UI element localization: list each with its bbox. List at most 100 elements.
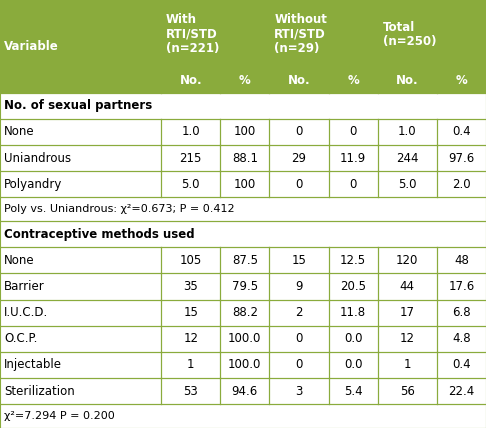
Bar — [437, 145, 486, 171]
Text: 5.0: 5.0 — [181, 178, 200, 191]
Bar — [161, 145, 220, 171]
Bar — [161, 378, 220, 404]
Text: 0: 0 — [295, 359, 303, 372]
Text: %: % — [239, 74, 251, 87]
Bar — [0, 145, 161, 171]
Bar — [378, 0, 486, 69]
Bar — [437, 119, 486, 145]
Text: No.: No. — [396, 74, 418, 87]
Text: No.: No. — [288, 74, 310, 87]
Text: %: % — [347, 74, 359, 87]
Text: 5.4: 5.4 — [344, 385, 363, 398]
Bar — [161, 0, 269, 69]
Bar — [329, 273, 378, 300]
Bar — [220, 378, 269, 404]
Bar — [0, 0, 161, 93]
Text: 6.8: 6.8 — [452, 306, 471, 319]
Bar — [378, 145, 437, 171]
Bar — [0, 352, 161, 378]
Bar — [220, 69, 269, 93]
Bar — [220, 326, 269, 352]
Text: 11.8: 11.8 — [340, 306, 366, 319]
Bar — [161, 171, 220, 197]
Text: 88.1: 88.1 — [232, 152, 258, 165]
Bar — [161, 300, 220, 326]
Text: 2: 2 — [295, 306, 303, 319]
Text: 0.4: 0.4 — [452, 359, 471, 372]
Text: 1: 1 — [403, 359, 411, 372]
Text: 79.5: 79.5 — [232, 280, 258, 293]
Text: 29: 29 — [292, 152, 307, 165]
Bar — [161, 352, 220, 378]
Text: 1: 1 — [187, 359, 194, 372]
Bar — [329, 69, 378, 93]
Text: 100.0: 100.0 — [228, 332, 261, 345]
Text: 1.0: 1.0 — [398, 125, 417, 139]
Text: 87.5: 87.5 — [232, 254, 258, 267]
Bar — [437, 171, 486, 197]
Text: Injectable: Injectable — [4, 359, 62, 372]
Text: 17: 17 — [400, 306, 415, 319]
Bar — [269, 171, 329, 197]
Bar — [269, 0, 378, 69]
Bar — [220, 247, 269, 273]
Bar — [161, 119, 220, 145]
Bar — [0, 247, 161, 273]
Text: No.: No. — [179, 74, 202, 87]
Text: 94.6: 94.6 — [232, 385, 258, 398]
Text: Total
(n=250): Total (n=250) — [382, 21, 436, 48]
Text: 5.0: 5.0 — [398, 178, 417, 191]
Text: 12: 12 — [183, 332, 198, 345]
Bar — [161, 69, 220, 93]
Bar — [161, 273, 220, 300]
Bar — [329, 171, 378, 197]
Bar — [269, 119, 329, 145]
Text: χ²=7.294 P = 0.200: χ²=7.294 P = 0.200 — [4, 411, 115, 421]
Text: 2.0: 2.0 — [452, 178, 471, 191]
Text: 9: 9 — [295, 280, 303, 293]
Bar — [269, 247, 329, 273]
Bar — [269, 145, 329, 171]
Text: 56: 56 — [400, 385, 415, 398]
Text: 17.6: 17.6 — [448, 280, 474, 293]
Text: 0: 0 — [349, 125, 357, 139]
Bar — [0, 404, 486, 428]
Bar — [269, 352, 329, 378]
Bar — [329, 378, 378, 404]
Bar — [437, 378, 486, 404]
Text: 12.5: 12.5 — [340, 254, 366, 267]
Text: 3: 3 — [295, 385, 303, 398]
Text: Poly vs. Uniandrous: χ²=0.673; P = 0.412: Poly vs. Uniandrous: χ²=0.673; P = 0.412 — [4, 204, 235, 214]
Text: None: None — [4, 125, 35, 139]
Bar — [437, 247, 486, 273]
Text: 0: 0 — [295, 178, 303, 191]
Bar — [220, 145, 269, 171]
Bar — [378, 352, 437, 378]
Bar — [0, 171, 161, 197]
Text: O.C.P.: O.C.P. — [4, 332, 37, 345]
Text: 4.8: 4.8 — [452, 332, 471, 345]
Text: 105: 105 — [180, 254, 202, 267]
Bar — [329, 247, 378, 273]
Bar — [378, 326, 437, 352]
Text: 244: 244 — [396, 152, 418, 165]
Text: 97.6: 97.6 — [448, 152, 474, 165]
Bar — [0, 93, 486, 119]
Bar — [437, 326, 486, 352]
Text: I.U.C.D.: I.U.C.D. — [4, 306, 48, 319]
Text: 0.0: 0.0 — [344, 359, 363, 372]
Bar — [329, 326, 378, 352]
Text: 0.0: 0.0 — [344, 332, 363, 345]
Bar — [220, 119, 269, 145]
Bar — [269, 273, 329, 300]
Text: Contraceptive methods used: Contraceptive methods used — [4, 228, 194, 241]
Text: %: % — [455, 74, 468, 87]
Text: 44: 44 — [400, 280, 415, 293]
Text: 15: 15 — [183, 306, 198, 319]
Text: 120: 120 — [396, 254, 418, 267]
Text: 53: 53 — [183, 385, 198, 398]
Bar — [269, 69, 329, 93]
Bar — [378, 247, 437, 273]
Text: 15: 15 — [292, 254, 307, 267]
Bar — [437, 69, 486, 93]
